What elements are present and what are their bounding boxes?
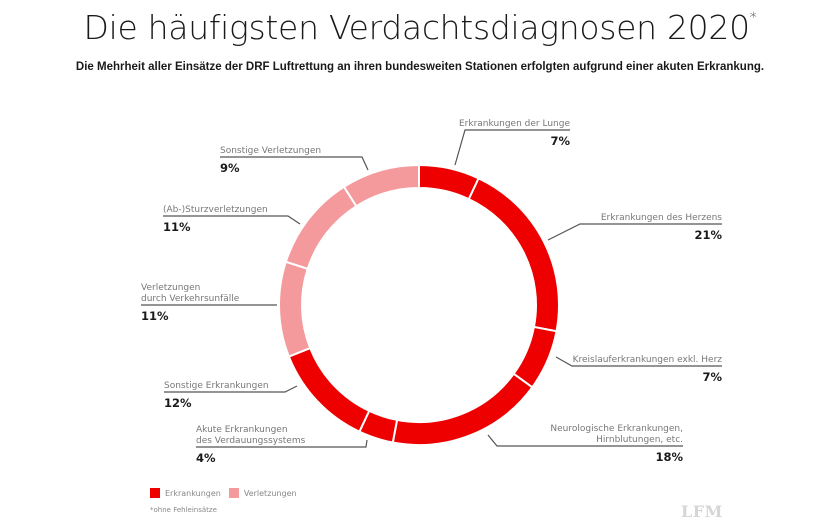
slice-value-8: 11% [163,220,191,234]
donut-slice-4 [391,372,534,446]
slice-label-5-line-1: Akute Erkrankungen [196,425,288,435]
donut-slice-9 [342,163,420,208]
leader-line-5 [196,439,368,448]
slice-label-8: (Ab-)Sturzverletzungen [163,205,268,215]
leader-line-3 [555,356,722,367]
chart-title-text: Die häufigsten Verdachtsdiagnosen 2020 [83,8,751,47]
leader-line-4 [487,434,683,447]
title-footnote-marker: * [749,10,757,26]
slice-labels: Erkrankungen der Lunge 7% Erkrankungen des… [141,119,722,465]
slice-label-4-line-1: Neurologische Erkrankungen, [550,424,683,434]
slice-label-3: Kreislauferkrankungen exkl. Herz [573,355,723,365]
slice-value-6: 12% [164,396,192,410]
slice-label-7-line-1: Verletzungen [141,283,200,293]
donut-slice-8 [284,185,358,271]
slice-value-7: 11% [141,309,169,323]
legend-item-verletzungen: Verletzungen [228,488,297,498]
leader-line-6 [164,385,298,393]
slice-value-1: 7% [550,134,570,148]
slice-label-9: Sonstige Verletzungen [220,146,321,156]
donut-slice-7 [278,260,312,358]
donut-slice-2 [467,176,560,333]
slice-value-5: 4% [196,451,216,465]
donut-slice-6 [287,346,371,434]
legend-item-erkrankungen: Erkrankungen [150,488,221,498]
leader-line-9 [220,156,369,171]
slice-value-9: 9% [220,161,240,175]
legend-swatch-erkrankungen [150,488,160,498]
slice-label-5-line-2: des Verdauungssystems [196,436,306,446]
legend-label-verletzungen: Verletzungen [243,488,297,498]
chart-title: Die häufigsten Verdachtsdiagnosen 2020* [0,8,840,47]
slice-value-4: 18% [655,450,683,464]
slice-label-7-line-2: durch Verkehrsunfälle [141,294,240,304]
slice-label-2: Erkrankungen des Herzens [601,213,722,223]
watermark-logo: LFM [681,502,723,521]
leader-line-2 [547,223,722,241]
donut-slices [278,163,560,446]
slice-label-1: Erkrankungen der Lunge [459,119,570,129]
leader-line-1 [454,129,570,166]
legend-swatch-verletzungen [228,488,239,498]
legend-label-erkrankungen: Erkrankungen [165,488,221,498]
leader-line-8 [163,215,301,225]
donut-slice-1 [418,163,480,201]
slice-label-4-line-2: Hirnblutungen, etc. [596,435,683,445]
chart-subtitle: Die Mehrheit aller Einsätze der DRF Luft… [75,61,765,73]
slice-label-6: Sonstige Erkrankungen [164,381,269,391]
legend: Erkrankungen Verletzungen [150,488,305,498]
slice-value-2: 21% [694,228,722,242]
slice-value-3: 7% [702,370,722,384]
leader-lines [141,129,722,448]
footnote: *ohne Fehleinsätze [150,506,217,514]
